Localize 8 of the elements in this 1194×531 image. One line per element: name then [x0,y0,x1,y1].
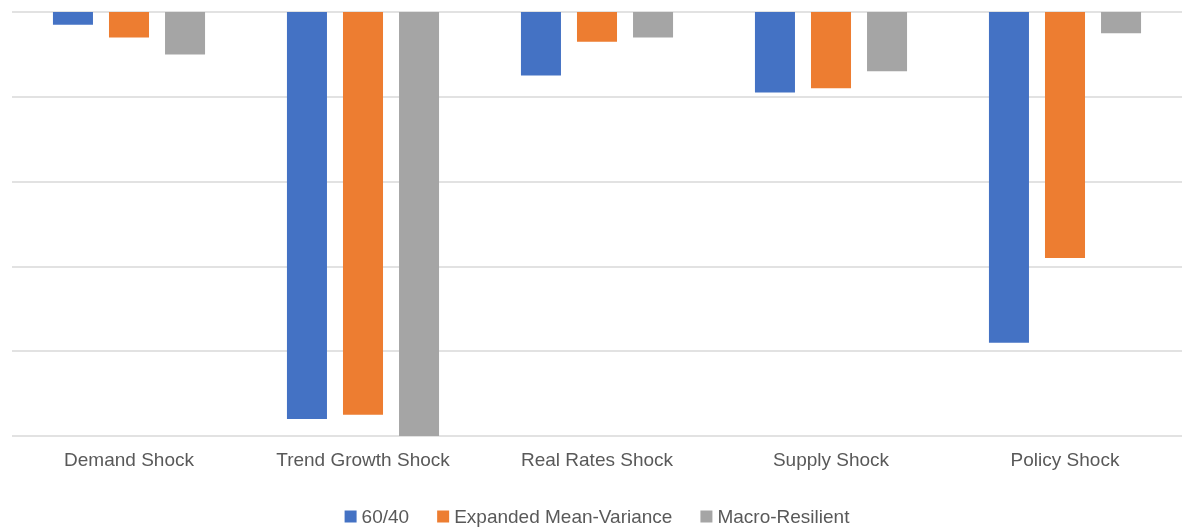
legend-label: Macro-Resilient [717,506,851,527]
x-tick-label: Trend Growth Shock [276,449,451,470]
x-tick-label: Demand Shock [64,449,195,470]
x-tick-label: Real Rates Shock [520,449,674,470]
legend-label: 60/40 [361,506,410,527]
legend-label: Expanded Mean-Variance [454,506,673,527]
x-tick-label: Supply Shock [772,449,890,470]
x-tick-label: Policy Shock [1010,449,1120,470]
